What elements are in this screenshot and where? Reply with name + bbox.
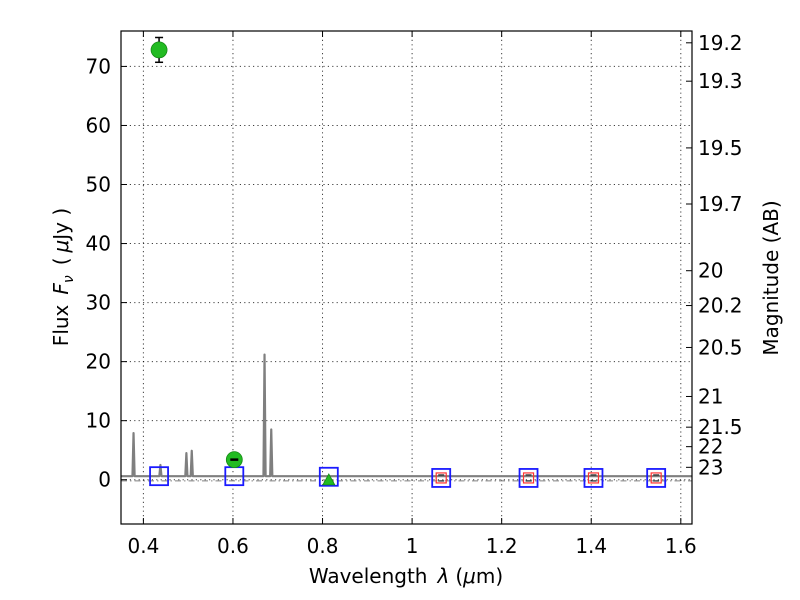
nir-measurement-marker xyxy=(522,472,535,484)
grid-layer xyxy=(121,31,692,524)
nir-measurement-marker xyxy=(435,472,447,484)
plot-layer xyxy=(121,36,692,488)
y-tick-label: 20 xyxy=(86,350,111,374)
y2-axis-title: Magnitude (AB) xyxy=(759,200,783,355)
model-photometry-marker xyxy=(518,468,539,488)
model-photometry-marker xyxy=(318,466,339,487)
y-tick-label: 50 xyxy=(86,173,111,197)
y-tick-label: 70 xyxy=(86,54,111,78)
y2-tick-label: 19.2 xyxy=(698,31,743,55)
y-axis-title: FluxFν(μJy ) xyxy=(49,208,77,346)
observed-flux-marker xyxy=(150,41,168,59)
y2-tick-label: 20.5 xyxy=(698,335,743,359)
x-tick-label: 1.6 xyxy=(665,534,697,558)
y-tick-label: 40 xyxy=(86,232,111,256)
model-photometry-marker xyxy=(583,468,604,488)
x-axis-title: Wavelength λ (μm) xyxy=(309,564,503,588)
spectrum-line xyxy=(121,353,692,478)
x-tick-label: 0.6 xyxy=(217,534,249,558)
model-photometry-marker xyxy=(646,468,667,488)
y-tick-label: 30 xyxy=(86,291,111,315)
x-tick-label: 0.8 xyxy=(307,534,339,558)
model-photometry-marker xyxy=(431,468,452,488)
y2-tick-label: 20 xyxy=(698,259,723,283)
model-photometry-marker xyxy=(149,466,169,487)
y2-tick-label: 21.5 xyxy=(698,415,743,439)
upper-limit-marker xyxy=(322,473,336,486)
x-tick-label: 1.4 xyxy=(575,534,607,558)
plot-frame xyxy=(120,30,693,525)
y2-tick-label: 19.5 xyxy=(698,136,743,160)
nir-measurement-marker xyxy=(587,472,600,484)
x-tick-label: 0.4 xyxy=(127,534,159,558)
x-tick-label: 1.2 xyxy=(486,534,518,558)
x-tick-label: 1 xyxy=(406,534,419,558)
nir-measurement-marker xyxy=(650,472,662,484)
y2-tick-label: 23 xyxy=(698,455,723,479)
y-tick-label: 60 xyxy=(86,113,111,137)
tick-layer: 0.4 0.6 0.8 1 1.2 1.4 1.6 0 10 20 30 40 50 60 70 19.2 19… xyxy=(86,31,743,558)
y-tick-label: 0 xyxy=(98,468,111,492)
y2-tick-label: 19.7 xyxy=(698,192,743,216)
y2-tick-label: 19.3 xyxy=(698,69,743,93)
y2-tick-label: 21 xyxy=(698,384,723,408)
y2-tick-label: 20.2 xyxy=(698,294,743,318)
y-tick-label: 10 xyxy=(86,409,111,433)
y2-tick-label: 22 xyxy=(698,435,723,459)
